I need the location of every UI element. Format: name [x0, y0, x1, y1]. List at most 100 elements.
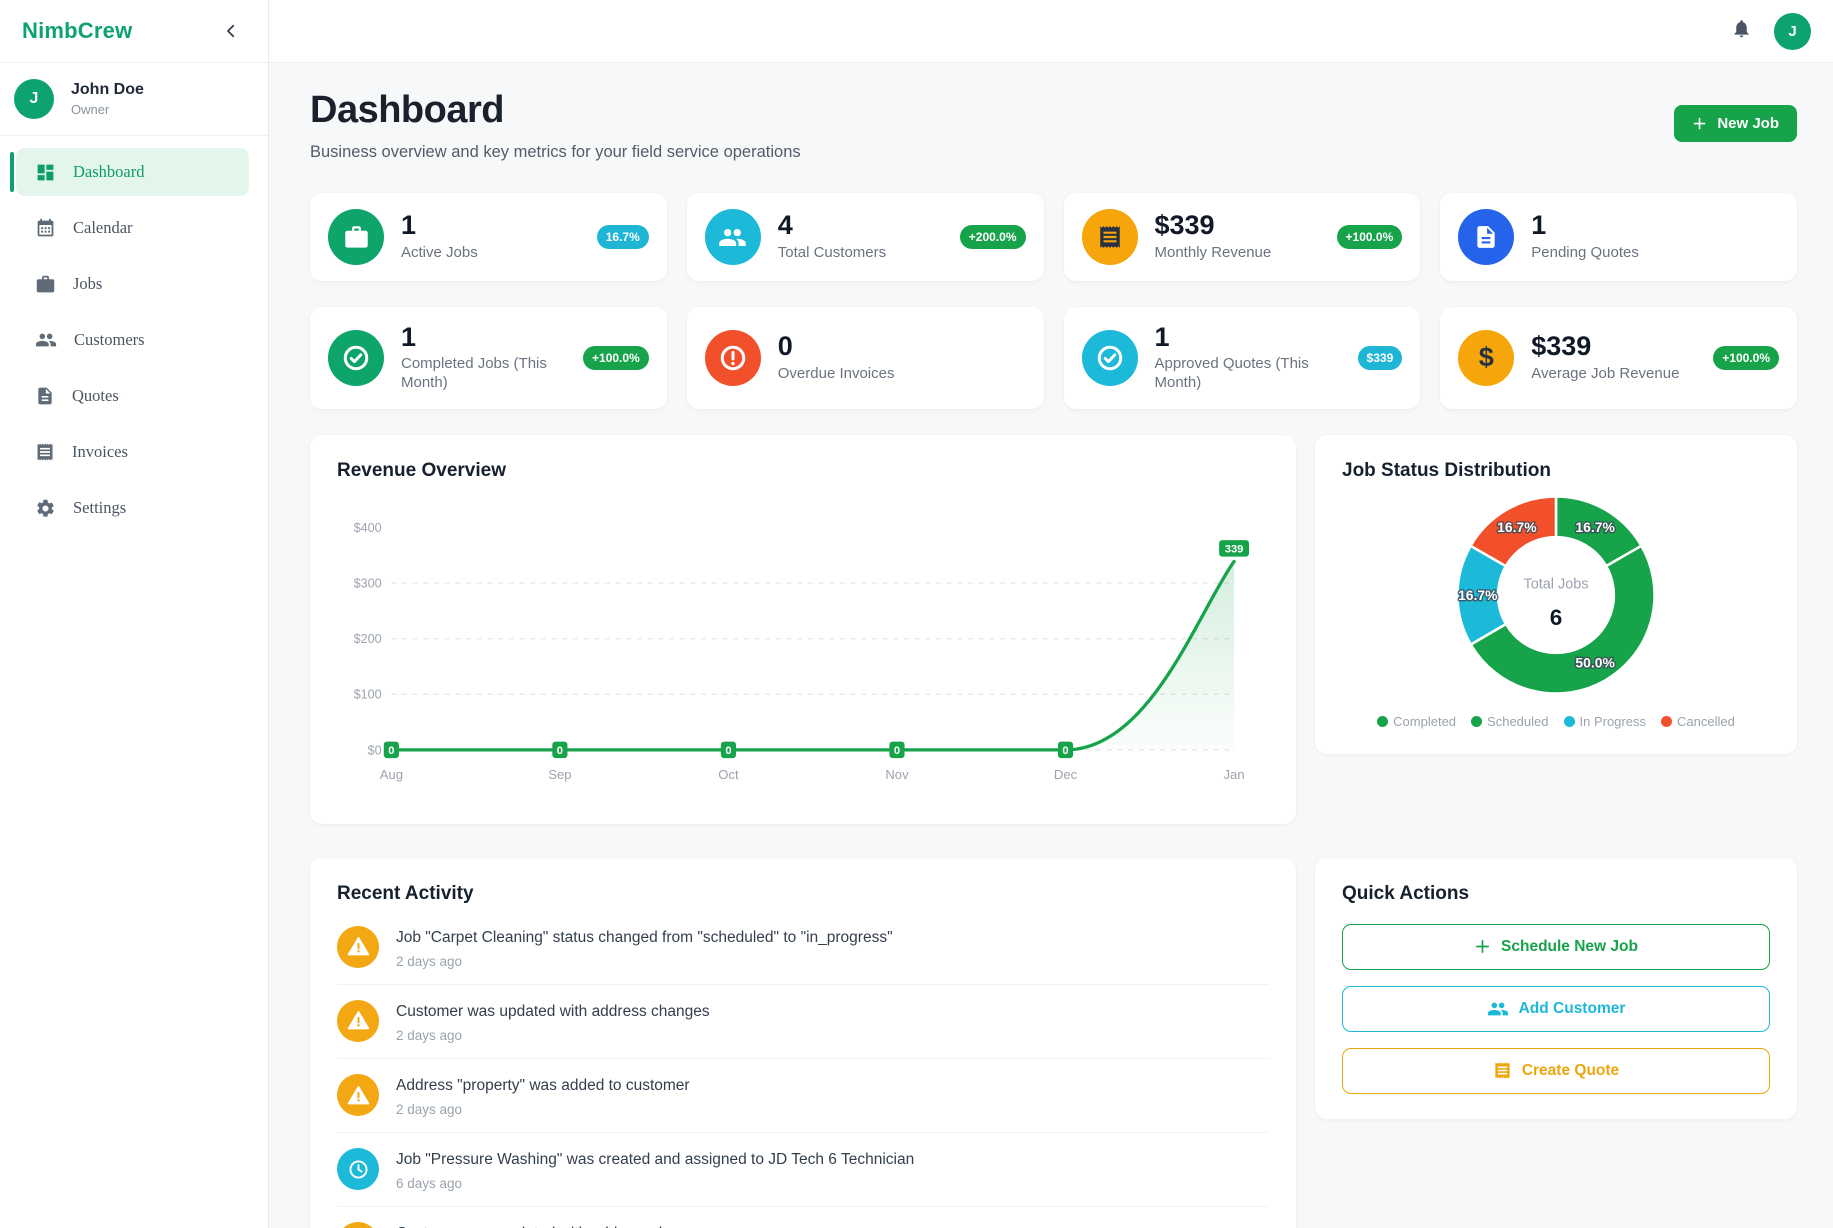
recent-activity-card: Recent Activity Job "Carpet Cleaning" st… [310, 857, 1296, 1228]
check-circle-icon [343, 345, 369, 371]
legend-dot [1377, 715, 1389, 727]
job-status-card: Job Status Distribution 16.7% 50.0% 16.7% 1… [1315, 434, 1797, 754]
card-title: Job Status Distribution [1342, 459, 1551, 481]
sidebar-nav: Dashboard Calendar Jobs Customers Quotes… [0, 136, 268, 540]
stat-card-average-job-revenue: $ $339 Average Job Revenue +100.0% [1440, 307, 1797, 409]
svg-text:Aug: Aug [380, 767, 403, 782]
stat-value: $339 [1154, 210, 1215, 241]
stat-value: $339 [1531, 331, 1592, 362]
receipt-icon [1495, 1062, 1510, 1079]
sidebar-item-calendar[interactable]: Calendar [16, 204, 249, 252]
user-profile[interactable]: J John Doe Owner [0, 63, 268, 136]
list-item: Address "property" was added to customer… [337, 1059, 1269, 1134]
warning-icon [347, 1011, 369, 1030]
activity-text: Job "Pressure Washing" was created and a… [396, 1151, 915, 1169]
legend-item-cancelled[interactable]: Cancelled [1660, 714, 1735, 729]
legend-item-in-progress[interactable]: In Progress [1563, 714, 1646, 729]
legend-dot [1563, 715, 1575, 727]
collapse-sidebar-button[interactable] [218, 18, 244, 44]
users-icon [1487, 1002, 1508, 1016]
sidebar-item-quotes[interactable]: Quotes [16, 372, 249, 420]
add-customer-button[interactable]: Add Customer [1342, 985, 1770, 1032]
legend-item-completed[interactable]: Completed [1377, 714, 1456, 729]
page-subtitle: Business overview and key metrics for yo… [310, 143, 801, 161]
job-status-donut-chart: 16.7% 50.0% 16.7% 16.7% Total Jobs 6 [1456, 494, 1656, 695]
activity-time: 6 days ago [396, 1176, 463, 1192]
svg-text:0: 0 [725, 745, 731, 757]
main-content: Dashboard Business overview and key metr… [269, 63, 1833, 1228]
activity-list: Job "Carpet Cleaning" status changed fro… [337, 911, 1269, 1228]
svg-text:16.7%: 16.7% [1458, 587, 1497, 603]
stat-value: 1 [401, 210, 417, 241]
svg-text:$0: $0 [368, 743, 382, 757]
topbar: J [269, 0, 1833, 63]
gear-icon [37, 499, 54, 517]
stat-label: Pending Quotes [1531, 243, 1639, 261]
stat-card-completed-jobs: 1 Completed Jobs (This Month) +100.0% [310, 307, 667, 409]
activity-text: Job "Carpet Cleaning" status changed fro… [396, 928, 893, 946]
notifications-button[interactable] [1731, 18, 1752, 44]
avatar: J [14, 79, 54, 119]
sidebar-item-invoices[interactable]: Invoices [16, 428, 249, 476]
status-badge: +100.0% [583, 345, 649, 370]
create-quote-button[interactable]: Create Quote [1342, 1047, 1770, 1094]
sidebar-item-dashboard[interactable]: Dashboard [10, 148, 249, 196]
list-item: Customer was updated with address change… [337, 1207, 1269, 1228]
stat-value: 1 [1531, 210, 1547, 241]
activity-text: Address "property" was added to customer [396, 1077, 690, 1095]
svg-text:Total Jobs: Total Jobs [1523, 576, 1588, 592]
stat-value: 0 [777, 331, 793, 362]
receipt-icon [37, 443, 53, 461]
svg-text:Jan: Jan [1223, 767, 1244, 782]
user-role: Owner [71, 102, 110, 117]
list-item: Job "Carpet Cleaning" status changed fro… [337, 911, 1269, 985]
activity-text: Customer was updated with address change… [396, 1222, 710, 1228]
svg-text:Nov: Nov [885, 767, 909, 782]
svg-text:50.0%: 50.0% [1575, 654, 1614, 670]
warning-icon [347, 937, 369, 956]
calendar-icon [37, 218, 54, 236]
svg-text:$400: $400 [354, 521, 382, 535]
chevron-left-icon [227, 24, 235, 38]
svg-text:0: 0 [388, 745, 394, 757]
svg-text:$200: $200 [354, 632, 382, 646]
status-badge: +100.0% [1336, 225, 1403, 249]
bell-icon [1734, 20, 1749, 38]
alert-circle-icon [720, 345, 746, 371]
svg-text:0: 0 [894, 745, 900, 757]
avatar[interactable]: J [1774, 12, 1811, 50]
activity-time: 2 days ago [396, 953, 463, 969]
stat-label: Overdue Invoices [777, 364, 895, 382]
plus-icon [1694, 117, 1706, 130]
stat-card-overdue-invoices: 0 Overdue Invoices [686, 307, 1044, 409]
page-title: Dashboard [310, 89, 504, 131]
svg-text:16.7%: 16.7% [1575, 519, 1614, 535]
svg-text:0: 0 [1062, 745, 1068, 757]
stat-card-active-jobs: 1 Active Jobs 16.7% [310, 193, 667, 281]
legend-item-scheduled[interactable]: Scheduled [1471, 714, 1549, 729]
receipt-icon [1099, 226, 1120, 248]
activity-time: 2 days ago [396, 1028, 463, 1044]
stat-label: Average Job Revenue [1531, 364, 1680, 382]
briefcase-icon [344, 225, 368, 248]
new-job-button[interactable]: New Job [1674, 105, 1797, 142]
chart-legend: Completed Scheduled In Progress Cancelle… [1342, 714, 1770, 729]
card-title: Revenue Overview [337, 459, 506, 481]
svg-text:339: 339 [1225, 543, 1244, 555]
sidebar-item-customers[interactable]: Customers [16, 316, 249, 364]
schedule-new-job-button[interactable]: Schedule New Job [1342, 923, 1770, 970]
stat-card-monthly-revenue: $339 Monthly Revenue +100.0% [1063, 193, 1421, 281]
sidebar-item-settings[interactable]: Settings [16, 484, 249, 532]
activity-time: 2 days ago [396, 1102, 463, 1118]
sidebar-item-jobs[interactable]: Jobs [16, 260, 249, 308]
document-icon [1477, 226, 1495, 248]
quick-actions-card: Quick Actions Schedule New Job Add Custo… [1315, 857, 1797, 1119]
svg-text:6: 6 [1550, 605, 1563, 630]
user-name: John Doe [71, 81, 144, 98]
stats-grid: 1 Active Jobs 16.7% 4 Total Customers +200… [310, 193, 1797, 409]
document-icon [38, 387, 52, 405]
svg-text:$100: $100 [354, 688, 382, 702]
activity-text: Customer was updated with address change… [396, 1002, 710, 1020]
revenue-line-chart: $400 $300 $200 $100 $0 Aug Sep Oct Nov Dec Jan 0 0 0 0… [354, 521, 1250, 782]
svg-text:16.7%: 16.7% [1497, 519, 1536, 535]
